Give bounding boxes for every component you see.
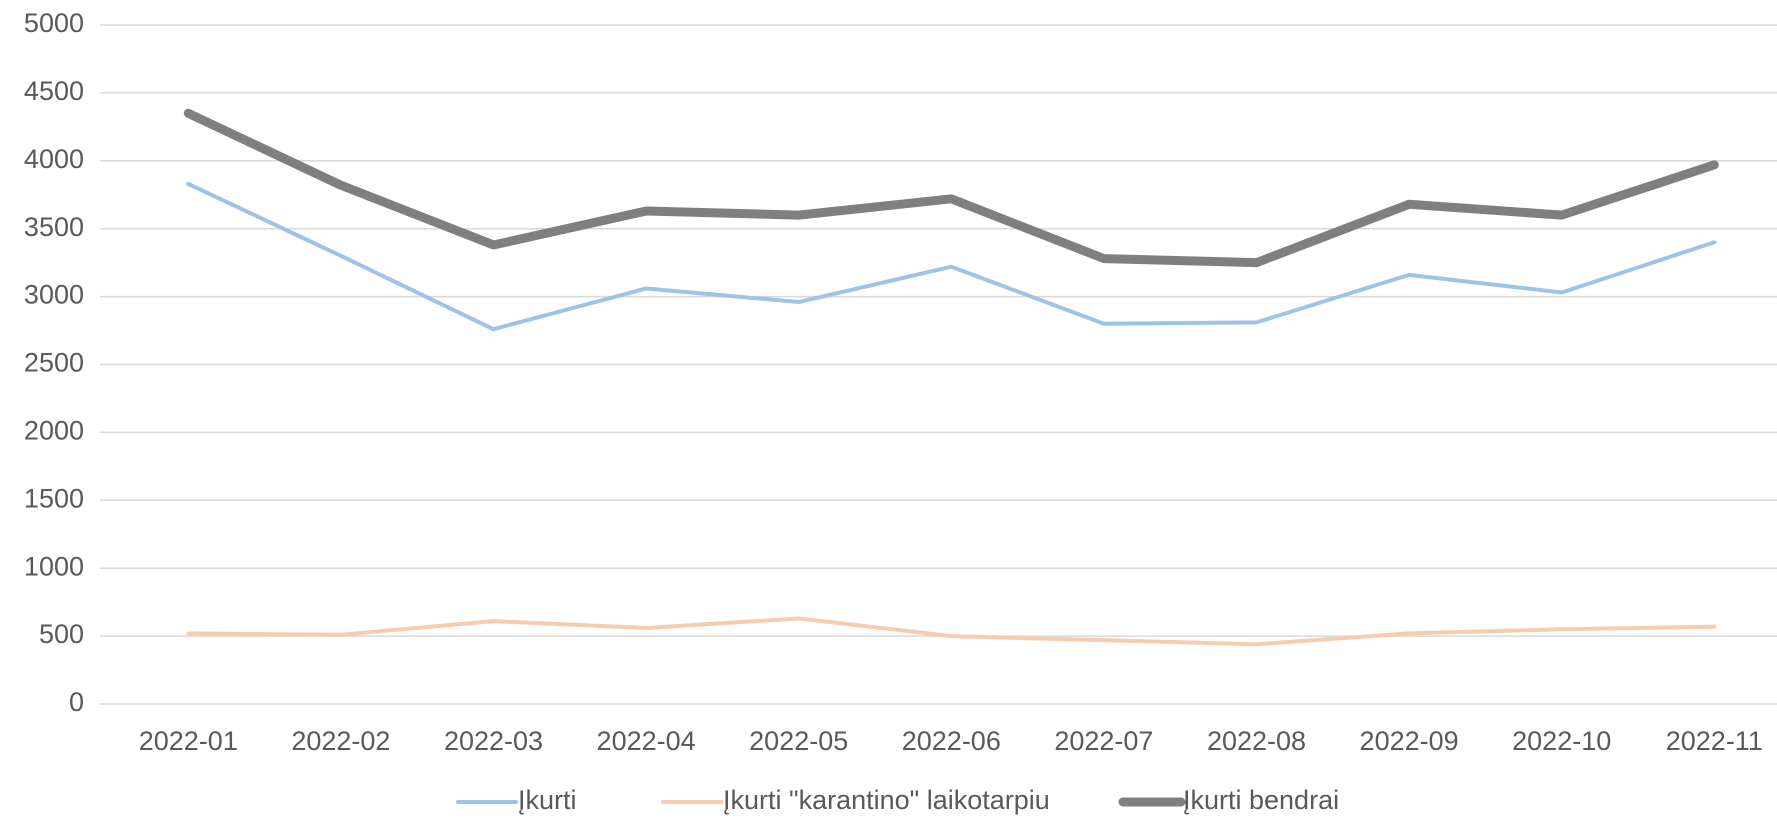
y-tick-label: 2000 bbox=[24, 416, 84, 446]
x-tick-label: 2022-03 bbox=[444, 726, 543, 756]
y-tick-label: 4500 bbox=[24, 76, 84, 106]
y-tick-label: 1500 bbox=[24, 483, 84, 513]
y-tick-label: 3000 bbox=[24, 280, 84, 310]
x-tick-label: 2022-04 bbox=[597, 726, 696, 756]
x-tick-label: 2022-08 bbox=[1207, 726, 1306, 756]
x-tick-label: 2022-06 bbox=[902, 726, 1001, 756]
legend-label: Įkurti bendrai bbox=[1183, 785, 1339, 815]
x-tick-label: 2022-09 bbox=[1360, 726, 1459, 756]
chart: 0 500 1000 1500 2000 2500 3000 3500 4000 4500 5000… bbox=[0, 0, 1777, 819]
x-tick-label: 2022-07 bbox=[1054, 726, 1153, 756]
y-tick-label: 3500 bbox=[24, 212, 84, 242]
series-line bbox=[188, 113, 1714, 262]
y-tick-label: 2500 bbox=[24, 348, 84, 378]
x-tick-label: 2022-05 bbox=[749, 726, 848, 756]
x-tick-label: 2022-02 bbox=[291, 726, 390, 756]
x-tick-label: 2022-10 bbox=[1512, 726, 1611, 756]
y-tick-label: 500 bbox=[39, 619, 84, 649]
x-tick-label: 2022-01 bbox=[139, 726, 238, 756]
y-tick-label: 4000 bbox=[24, 144, 84, 174]
y-tick-label: 5000 bbox=[24, 8, 84, 38]
x-tick-label: 2022-11 bbox=[1666, 726, 1763, 756]
y-tick-label: 1000 bbox=[24, 551, 84, 581]
legend-label: Įkurti "karantino" laikotarpiu bbox=[723, 785, 1050, 815]
series-line bbox=[188, 618, 1714, 644]
y-tick-label: 0 bbox=[69, 687, 84, 717]
legend-label: Įkurti bbox=[518, 785, 577, 815]
